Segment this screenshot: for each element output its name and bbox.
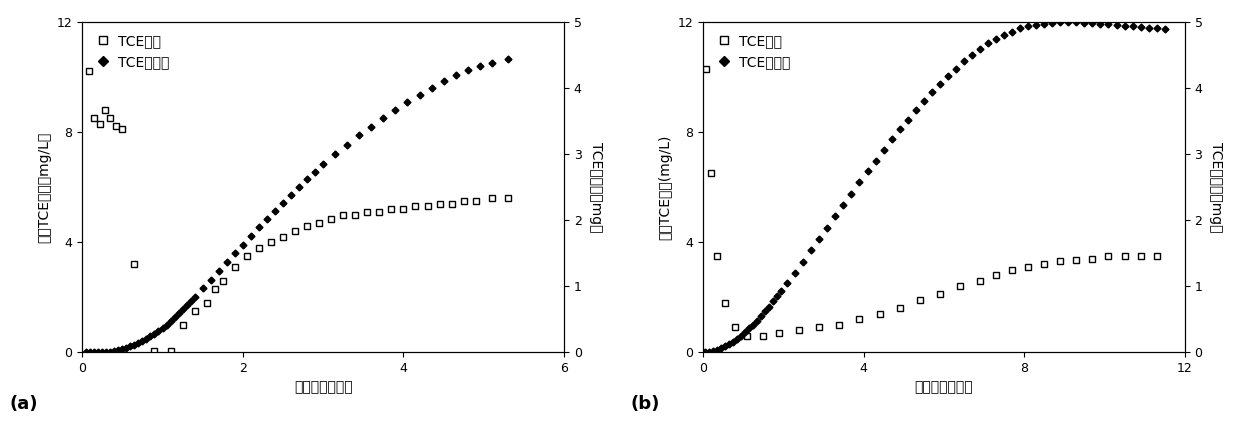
Text: (a): (a): [10, 395, 38, 413]
Legend: TCE浓度, TCE削减量: TCE浓度, TCE削减量: [709, 29, 796, 75]
Text: (b): (b): [631, 395, 660, 413]
X-axis label: 过水柱孔隙体积: 过水柱孔隙体积: [294, 381, 352, 395]
Y-axis label: 出水TCE浓度(mg/L): 出水TCE浓度(mg/L): [658, 134, 672, 240]
Y-axis label: 出水TCE浓度（mg/L）: 出水TCE浓度（mg/L）: [37, 131, 51, 243]
Legend: TCE浓度, TCE削减量: TCE浓度, TCE削减量: [89, 29, 175, 75]
X-axis label: 过水柱孔隙体积: 过水柱孔隙体积: [915, 381, 973, 395]
Y-axis label: TCE削减量（mg）: TCE削减量（mg）: [589, 142, 603, 232]
Y-axis label: TCE削减量（mg）: TCE削减量（mg）: [1209, 142, 1224, 232]
